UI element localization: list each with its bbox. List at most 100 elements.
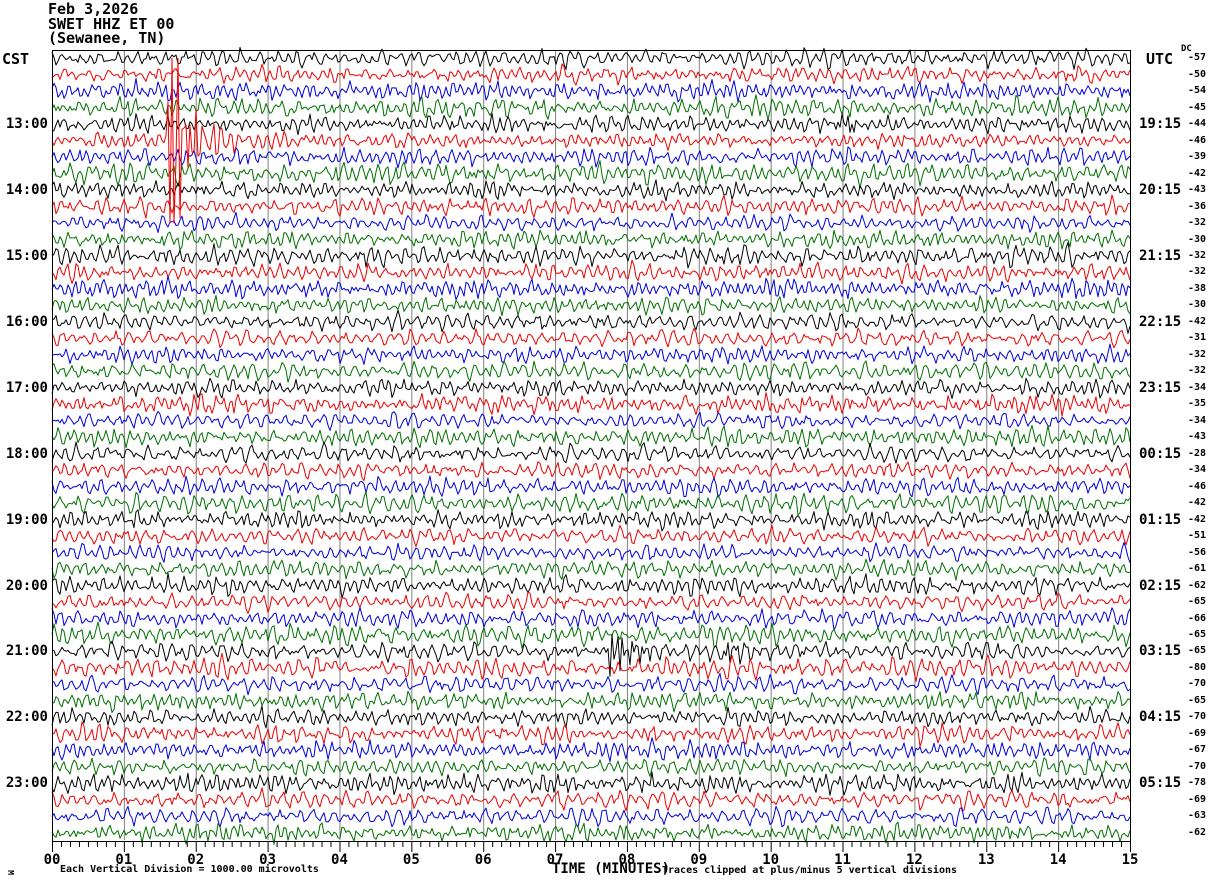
trace-row [51, 572, 1131, 599]
dc-offset-value: -35 [1187, 398, 1206, 410]
corner-glyph: M [5, 870, 15, 875]
trace-row [51, 295, 1131, 317]
header-date: Feb 3,2026 [48, 0, 139, 18]
dc-offset-value: -42 [1187, 167, 1206, 179]
cst-hour-label: 23:00 [5, 775, 48, 792]
dc-offset-value: -42 [1187, 315, 1206, 327]
trace-row [51, 194, 1131, 219]
trace-row [51, 94, 1131, 121]
dc-offset-value: -44 [1187, 118, 1206, 130]
dc-offset-value: -45 [1187, 101, 1206, 113]
cst-hour-label: 20:00 [5, 577, 48, 594]
dc-offset-value: -38 [1187, 282, 1206, 294]
dc-offset-value: -46 [1187, 480, 1206, 492]
utc-hour-label: 05:15 [1139, 775, 1182, 792]
plot-header: Feb 3,2026 SWET HHZ ET 00 (Sewanee, TN) [48, 2, 174, 46]
dc-offset-value: -69 [1187, 793, 1206, 805]
trace-row [51, 327, 1131, 349]
dc-offset-value: -65 [1187, 645, 1206, 657]
dc-offset-value: -32 [1187, 365, 1206, 377]
trace-row [51, 259, 1131, 285]
trace-row [51, 179, 1131, 202]
utc-hour-label: 22:15 [1139, 313, 1182, 330]
trace-row [51, 509, 1131, 532]
dc-offset-value: -61 [1187, 563, 1206, 575]
utc-axis-title: UTC [1146, 50, 1174, 68]
dc-offset-value: -65 [1187, 694, 1206, 706]
trace-row [51, 112, 1131, 136]
plot-border [52, 50, 1131, 842]
utc-hour-label: 01:15 [1139, 511, 1182, 528]
cst-hour-label: 16:00 [5, 313, 48, 330]
axis-minute-label: 07 [546, 852, 564, 868]
utc-hour-label: 03:15 [1139, 643, 1182, 660]
dc-offset-value: -80 [1187, 661, 1206, 673]
trace-row [51, 475, 1131, 498]
trace-row [51, 491, 1131, 516]
dc-offset-value: -62 [1187, 579, 1206, 591]
trace-row [51, 229, 1131, 251]
trace-row [51, 821, 1131, 845]
dc-offset-value: -62 [1187, 826, 1206, 838]
dc-offset-value: -31 [1187, 332, 1206, 344]
utc-hour-label: 21:15 [1139, 247, 1182, 264]
axis-minute-label: 01 [115, 852, 133, 868]
axis-minute-label: 10 [762, 852, 780, 868]
trace-row [51, 621, 1131, 649]
dc-offset-value: -39 [1187, 151, 1206, 163]
trace-row [51, 410, 1131, 431]
trace-row [51, 78, 1131, 103]
dc-offset-value: -42 [1187, 497, 1206, 509]
trace-row [51, 591, 1131, 614]
trace-row [51, 242, 1131, 269]
dc-offset-value: -43 [1187, 184, 1206, 196]
dc-offset-value: -32 [1187, 348, 1206, 360]
dc-offset-value: -70 [1187, 678, 1206, 690]
trace-row [51, 606, 1131, 631]
trace-row [51, 160, 1131, 189]
axis-minute-label: 14 [1049, 852, 1067, 868]
trace-row [51, 805, 1131, 828]
trace-row [51, 424, 1131, 449]
cst-hour-label: 14:00 [5, 182, 48, 199]
dc-offset-value: -46 [1187, 134, 1206, 146]
axis-minute-label: 02 [187, 852, 205, 868]
trace-row [51, 737, 1131, 762]
trace-row [51, 652, 1131, 682]
cst-hour-label: 13:00 [5, 116, 48, 133]
dc-column-title: DC [1181, 44, 1192, 54]
dc-offset-value: -32 [1187, 217, 1206, 229]
dc-offset-value: -32 [1187, 266, 1206, 278]
trace-row [51, 757, 1131, 777]
utc-hour-label: 02:15 [1139, 577, 1182, 594]
trace-row [51, 558, 1131, 581]
trace-row [51, 461, 1131, 482]
time-axis-title: TIME (MINUTES) [552, 861, 671, 877]
axis-minute-label: 12 [905, 852, 923, 868]
dc-offset-value: -30 [1187, 299, 1206, 311]
axis-minute-label: 06 [474, 852, 492, 868]
dc-offset-value: -56 [1187, 546, 1206, 558]
dc-offset-value: -69 [1187, 727, 1206, 739]
axis-minute-label: 05 [402, 852, 420, 868]
trace-row [51, 690, 1131, 713]
axis-minute-label: 08 [618, 852, 636, 868]
dc-offset-value: -42 [1187, 513, 1206, 525]
header-station: SWET HHZ ET 00 [48, 14, 175, 33]
trace-row [51, 57, 1131, 224]
axis-minute-label: 13 [977, 852, 995, 868]
trace-row [51, 771, 1131, 796]
trace-row [51, 705, 1131, 729]
axis-minute-label: 00 [43, 852, 61, 868]
dc-offset-value: -51 [1187, 530, 1206, 542]
clip-caption: Traces clipped at plus/minus 5 vertical … [662, 865, 958, 876]
dc-offset-value: -43 [1187, 431, 1206, 443]
trace-row [51, 541, 1131, 563]
trace-row [51, 63, 1131, 86]
trace-row [51, 721, 1131, 747]
axis-minute-label: 15 [1121, 852, 1139, 868]
header-location: (Sewanee, TN) [48, 29, 166, 47]
dc-offset-value: -50 [1187, 68, 1206, 80]
dc-offset-value: -34 [1187, 464, 1206, 476]
